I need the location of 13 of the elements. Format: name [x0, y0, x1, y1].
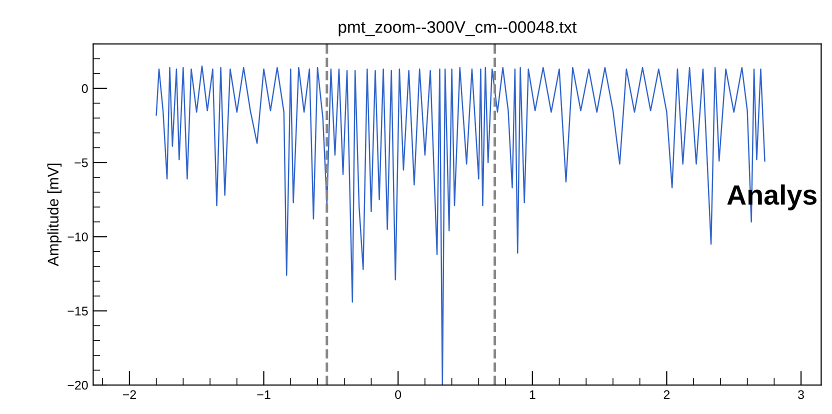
- y-tick-label: −5: [74, 158, 88, 168]
- y-tick-label: −20: [68, 380, 88, 390]
- chart-title: pmt_zoom--300V_cm--00048.txt: [338, 21, 577, 36]
- x-tick-label: 1: [530, 390, 536, 399]
- y-tick-label: 0: [82, 84, 88, 94]
- y-axis-title: Amplitude [mV]: [47, 164, 62, 266]
- x-tick-label: −1: [257, 390, 270, 399]
- y-tick-label: −15: [68, 306, 88, 316]
- x-tick-label: −2: [122, 390, 136, 399]
- y-tick-label: −10: [68, 232, 88, 242]
- x-tick-label: 0: [395, 390, 402, 400]
- x-tick-label: 2: [664, 390, 670, 399]
- x-tick-label: 3: [798, 390, 804, 400]
